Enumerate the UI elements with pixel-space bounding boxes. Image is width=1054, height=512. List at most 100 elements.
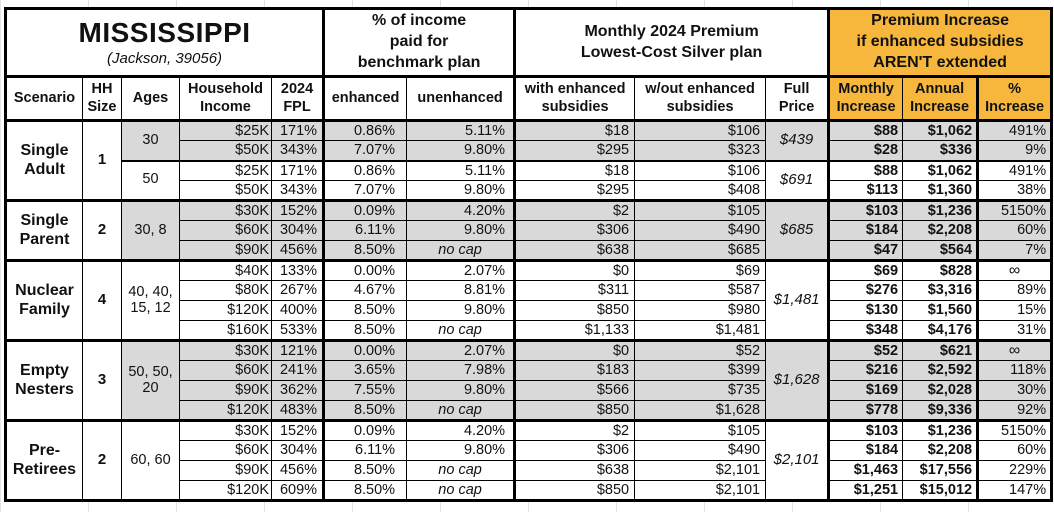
annual-increase-cell: $2,208: [902, 220, 980, 241]
income-cell: $120K: [179, 300, 272, 321]
ages-cell: 50, 50, 20: [121, 340, 180, 422]
col-header-fpl: 2024 FPL: [270, 76, 326, 122]
income-cell: $160K: [179, 320, 272, 342]
without-subsidies-premium-cell: $1,481: [634, 320, 767, 342]
data-row: $60K 304% 6.11% 9.80% $306 $490 $184 $2,208 60%: [6, 440, 1053, 461]
ages-cell: 50: [121, 160, 180, 202]
fpl-cell: 362%: [270, 380, 326, 401]
hh-size-cell: 2: [82, 200, 122, 262]
scenario-cell: Single Parent: [5, 200, 83, 262]
monthly-increase-cell: $52: [828, 340, 904, 361]
enhanced-pct-cell: 8.50%: [323, 400, 408, 422]
income-cell: $30K: [179, 200, 272, 221]
annual-increase-cell: $828: [902, 260, 980, 281]
data-row: $80K 267% 4.67% 8.81% $311 $587 $276 $3,316 89%: [6, 280, 1053, 301]
unenhanced-pct-cell: 5.11%: [406, 120, 517, 141]
without-subsidies-premium-cell: $105: [634, 200, 767, 221]
income-cell: $90K: [179, 380, 272, 401]
monthly-increase-cell: $69: [828, 260, 904, 281]
with-subsidies-premium-cell: $566: [514, 380, 636, 401]
premium-section-header: Monthly 2024 Premium Lowest-Cost Silver …: [514, 8, 831, 78]
without-subsidies-premium-cell: $735: [634, 380, 767, 401]
pct-increase-cell: 60%: [977, 440, 1053, 461]
pct-increase-cell: 89%: [977, 280, 1053, 301]
data-row: Single Adult 1 30 $25K 171% 0.86% 5.11% $18 $106…: [5, 120, 1053, 202]
scenario-cell: Single Adult: [5, 120, 83, 202]
fpl-cell: 133%: [270, 260, 326, 281]
annual-increase-cell: $1,236: [902, 200, 980, 221]
pct-increase-cell: 15%: [977, 300, 1053, 321]
with-subsidies-premium-cell: $306: [514, 220, 636, 241]
data-row: Empty Nesters 3 50, 50, 20 $30K 121% 0.00% 2.0…: [5, 340, 1053, 422]
hh-size-cell: 3: [82, 340, 122, 422]
pct-increase-cell: 7%: [977, 240, 1053, 262]
without-subsidies-premium-cell: $106: [634, 120, 767, 141]
with-subsidies-premium-cell: $2: [514, 420, 636, 441]
without-subsidies-premium-cell: $105: [634, 420, 767, 441]
pct-increase-cell: 491%: [977, 160, 1053, 181]
hh-size-cell: 2: [82, 420, 122, 502]
annual-increase-cell: $3,316: [902, 280, 980, 301]
premium-comparison-table: MISSISSIPPI (Jackson, 39056) % of income…: [4, 7, 1054, 502]
income-cell: $50K: [179, 140, 272, 162]
without-subsidies-premium-cell: $1,628: [634, 400, 767, 422]
monthly-increase-cell: $169: [828, 380, 904, 401]
data-row: $120K 609% 8.50% no cap $850 $2,101 $1,251 $15,…: [6, 480, 1053, 502]
with-subsidies-premium-cell: $638: [514, 240, 636, 262]
without-subsidies-premium-cell: $685: [634, 240, 767, 262]
col-header-enhanced: enhanced: [323, 76, 408, 122]
annual-increase-cell: $336: [902, 140, 980, 162]
unenhanced-pct-cell: no cap: [406, 480, 517, 502]
fpl-cell: 456%: [270, 240, 326, 262]
enhanced-pct-cell: 0.09%: [323, 200, 408, 221]
data-row: $60K 241% 3.65% 7.98% $183 $399 $216 $2,592 118%: [6, 360, 1053, 381]
data-row: $50K 343% 7.07% 9.80% $295 $323 $28 $336 9%: [6, 140, 1053, 162]
income-cell: $60K: [179, 360, 272, 381]
enhanced-pct-cell: 8.50%: [323, 480, 408, 502]
full-price-cell: $2,101: [765, 420, 831, 502]
col-header-wout-subsidies: w/out enhanced subsidies: [634, 76, 767, 122]
enhanced-pct-cell: 7.07%: [323, 140, 408, 162]
table-body: MISSISSIPPI (Jackson, 39056) % of income…: [4, 8, 1053, 502]
data-row: $120K 483% 8.50% no cap $850 $1,628 $778 $9,336…: [6, 400, 1053, 422]
scenario-cell: Nuclear Family: [5, 260, 83, 342]
enhanced-pct-cell: 8.50%: [323, 240, 408, 262]
unenhanced-pct-cell: 4.20%: [406, 200, 517, 221]
enhanced-pct-cell: 8.50%: [323, 300, 408, 321]
with-subsidies-premium-cell: $311: [514, 280, 636, 301]
unenhanced-pct-cell: no cap: [406, 240, 517, 262]
fpl-cell: 152%: [270, 420, 326, 441]
unenhanced-pct-cell: 9.80%: [406, 300, 517, 321]
pct-increase-cell: 30%: [977, 380, 1053, 401]
fpl-cell: 456%: [270, 460, 326, 481]
unenhanced-pct-cell: 9.80%: [406, 380, 517, 401]
state-title-cell: MISSISSIPPI (Jackson, 39056): [4, 8, 326, 78]
unenhanced-pct-cell: 9.80%: [406, 440, 517, 461]
fpl-cell: 121%: [270, 340, 326, 361]
column-header-row: Scenario HH Size Ages Household Income 2…: [5, 76, 1053, 122]
annual-increase-cell: $621: [902, 340, 980, 361]
enhanced-pct-cell: 0.86%: [323, 120, 408, 141]
fpl-cell: 171%: [270, 120, 326, 141]
unenhanced-pct-cell: 9.80%: [406, 180, 517, 202]
with-subsidies-premium-cell: $850: [514, 300, 636, 321]
unenhanced-pct-cell: 9.80%: [406, 140, 517, 162]
without-subsidies-premium-cell: $2,101: [634, 460, 767, 481]
data-row: $120K 400% 8.50% 9.80% $850 $980 $130 $1,560 15%: [6, 300, 1053, 321]
with-subsidies-premium-cell: $18: [514, 160, 636, 181]
without-subsidies-premium-cell: $587: [634, 280, 767, 301]
pct-increase-cell: 5150%: [977, 420, 1053, 441]
annual-increase-cell: $1,360: [902, 180, 980, 202]
with-subsidies-premium-cell: $2: [514, 200, 636, 221]
annual-increase-cell: $4,176: [902, 320, 980, 342]
enhanced-pct-cell: 3.65%: [323, 360, 408, 381]
unenhanced-pct-cell: no cap: [406, 460, 517, 481]
fpl-cell: 152%: [270, 200, 326, 221]
data-row: Pre-Retirees 2 60, 60 $30K 152% 0.09% 4.20% $2 $…: [5, 420, 1053, 502]
fpl-cell: 533%: [270, 320, 326, 342]
income-cell: $30K: [179, 340, 272, 361]
data-row: $160K 533% 8.50% no cap $1,133 $1,481 $348 $4,1…: [6, 320, 1053, 342]
enhanced-pct-cell: 6.11%: [323, 220, 408, 241]
annual-increase-cell: $564: [902, 240, 980, 262]
income-cell: $90K: [179, 460, 272, 481]
